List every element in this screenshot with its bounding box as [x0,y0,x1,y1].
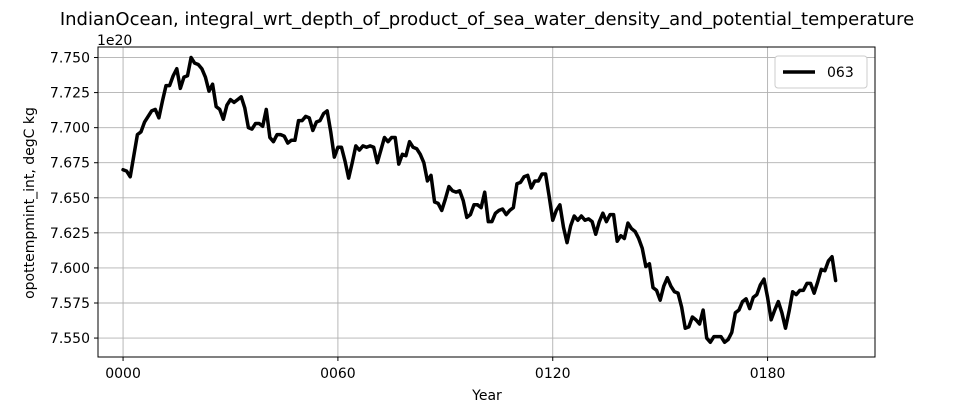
y-tick-label-0: 7.550 [50,331,90,347]
x-tick-label-0: 0000 [105,366,141,382]
ticks: 0000 0060 0120 0180 7.550 7.575 7.600 7.625 7.65… [50,51,785,382]
series-line-063 [121,55,838,345]
chart-title: IndianOcean, integral_wrt_depth_of_produ… [60,9,914,30]
y-tick-label-7: 7.725 [50,86,90,102]
legend: 063 [774,55,868,89]
legend-label-063: 063 [827,65,854,81]
x-axis-label: Year [471,388,502,404]
y-axis-label: opottempmint_int, degC kg [22,107,38,299]
series-layer [121,55,838,345]
y-tick-label-4: 7.650 [50,191,90,207]
y-tick-label-3: 7.625 [50,226,90,242]
x-tick-label-2: 0120 [535,366,571,382]
y-tick-label-6: 7.700 [50,121,90,137]
y-tick-label-5: 7.675 [50,156,90,172]
y-tick-label-8: 7.750 [50,51,90,67]
x-tick-label-3: 0180 [750,366,786,382]
plot-area-frame [97,46,876,358]
y-tick-label-2: 7.600 [50,261,90,277]
x-tick-label-1: 0060 [320,366,356,382]
legend-box [774,55,868,89]
grid [98,47,875,357]
y-axis-offset-text: 1e20 [97,33,132,49]
y-tick-label-1: 7.575 [50,296,90,312]
